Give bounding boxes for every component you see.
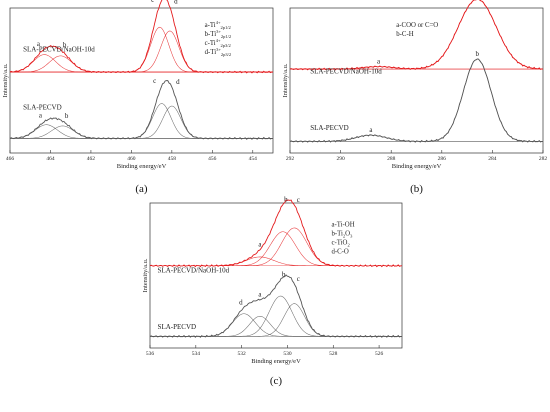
envelope-curve xyxy=(289,0,544,71)
peak-label-a: a xyxy=(369,126,373,134)
envelope-curve xyxy=(9,0,274,74)
peak-label-d: d xyxy=(239,298,243,306)
peak-label-c: c xyxy=(153,77,156,85)
component-peak-c xyxy=(150,303,402,337)
legend-entry: a-Ti-OH xyxy=(331,221,354,228)
series-naoh: a b c d SLA-PECVD/NaOH-10d xyxy=(9,0,274,74)
y-axis-label: Intensity/a.u. xyxy=(282,63,289,97)
x-tick-label: 526 xyxy=(375,351,384,357)
component-peak-c xyxy=(150,227,402,267)
peak-label-b: b xyxy=(284,195,288,203)
series-label: SLA-PECVD xyxy=(158,323,197,331)
x-tick-label: 286 xyxy=(438,156,447,162)
component-peak-a xyxy=(9,54,273,73)
legend-entry: b-Ti3+2p1/2 xyxy=(205,29,232,39)
series-label: SLA-PECVD xyxy=(310,124,349,132)
legend-entry: b-C-H xyxy=(396,31,413,38)
envelope-curve xyxy=(149,199,403,268)
series-naoh: a b SLA-PECVD/NaOH-10d xyxy=(289,0,544,75)
plot-frame xyxy=(289,7,544,154)
series-label: SLA-PECVD xyxy=(23,104,62,112)
x-tick-label: 292 xyxy=(286,156,295,162)
legend-entry: c-TiO2 xyxy=(331,239,349,247)
component-peak-b xyxy=(150,231,402,267)
peak-label-a: a xyxy=(37,40,41,48)
panel-label: (a) xyxy=(135,183,148,195)
x-axis-label: Binding energy/eV xyxy=(392,163,442,170)
legend-entry: b-Ti2O3 xyxy=(331,230,353,238)
x-axis-label: Binding energy/eV xyxy=(117,163,167,170)
x-tick-label: 532 xyxy=(238,351,247,357)
x-tick-label: 284 xyxy=(488,156,497,162)
component-peak-a xyxy=(9,124,273,139)
panel-label: (c) xyxy=(270,375,283,387)
panel-label: (b) xyxy=(410,183,423,195)
peak-label-d: d xyxy=(176,78,180,86)
plot-frame xyxy=(149,202,403,349)
x-axis-label: Binding energy/eV xyxy=(251,358,301,365)
x-tick-label: 530 xyxy=(283,351,292,357)
peak-label-a: a xyxy=(258,240,262,248)
peak-label-c: c xyxy=(151,0,154,4)
panel-c: 536 534 532 530 528 526 Binding energy/eV Inten… xyxy=(142,195,403,387)
peak-label-b: b xyxy=(65,112,69,120)
peak-label-d: d xyxy=(174,0,178,6)
legend-entry: d-C-O xyxy=(331,248,348,255)
series-pecvd: a b c d SLA-PECVD xyxy=(9,77,274,140)
peak-label-c: c xyxy=(297,196,300,204)
plot-frame xyxy=(9,7,274,154)
component-peak-b xyxy=(290,0,544,70)
peak-label-b: b xyxy=(63,41,67,49)
series-label: SLA-PECVD/NaOH-10d xyxy=(158,267,230,275)
x-tick-label: 458 xyxy=(168,156,177,162)
legend-entry: a-COO or C=O xyxy=(396,22,438,29)
component-peak-a xyxy=(150,256,402,267)
x-tick-label: 534 xyxy=(192,351,201,357)
x-tick-label: 528 xyxy=(329,351,338,357)
x-tick-label: 466 xyxy=(6,156,15,162)
series-naoh: a b c SLA-PECVD/NaOH-10d xyxy=(149,195,403,275)
panel-a: 466 464 462 460 458 456 454 Binding energy/eV In… xyxy=(2,0,274,195)
peak-label-a: a xyxy=(39,111,43,119)
peak-label-b: b xyxy=(282,271,286,279)
legend: a-COO or C=O b-C-H xyxy=(396,22,438,38)
peak-label-a: a xyxy=(377,58,381,66)
x-tick-label: 456 xyxy=(208,156,217,162)
envelope-curve xyxy=(289,58,544,143)
component-peak-b xyxy=(10,55,273,73)
legend: a-Ti4+2p1/2b-Ti3+2p1/2c-Ti4+2p3/2d-Ti3+2… xyxy=(205,20,232,57)
x-tick-label: 464 xyxy=(46,156,55,162)
x-tick-label: 282 xyxy=(539,156,548,162)
peak-label-a: a xyxy=(258,291,262,299)
component-peak-b xyxy=(10,125,273,139)
x-tick-label: 454 xyxy=(249,156,258,162)
x-tick-label: 460 xyxy=(127,156,136,162)
series-label: SLA-PECVD/NaOH-10d xyxy=(310,67,382,75)
series-pecvd: a b SLA-PECVD xyxy=(289,50,544,143)
x-tick-label: 288 xyxy=(387,156,396,162)
series-pecvd: d a b c SLA-PECVD xyxy=(149,271,403,338)
peak-label-c: c xyxy=(297,275,300,283)
x-tick-label: 290 xyxy=(336,156,345,162)
series-label: SLA-PECVD/NaOH-10d xyxy=(23,46,95,54)
envelope-curve xyxy=(149,274,403,338)
peak-label-b: b xyxy=(475,50,479,58)
legend-entry: d-Ti3+2p3/2 xyxy=(205,47,232,57)
y-axis-label: Intensity/a.u. xyxy=(142,258,149,292)
y-axis-label: Intensity/a.u. xyxy=(2,63,9,97)
x-tick-label: 536 xyxy=(146,351,155,357)
legend-entry: a-Ti4+2p1/2 xyxy=(205,20,231,30)
panel-b: 292 290 288 286 284 282 Binding energy/eV Inten… xyxy=(282,0,547,195)
envelope-curve xyxy=(9,80,274,140)
x-tick-label: 462 xyxy=(87,156,96,162)
legend-entry: c-Ti4+2p3/2 xyxy=(205,38,231,48)
